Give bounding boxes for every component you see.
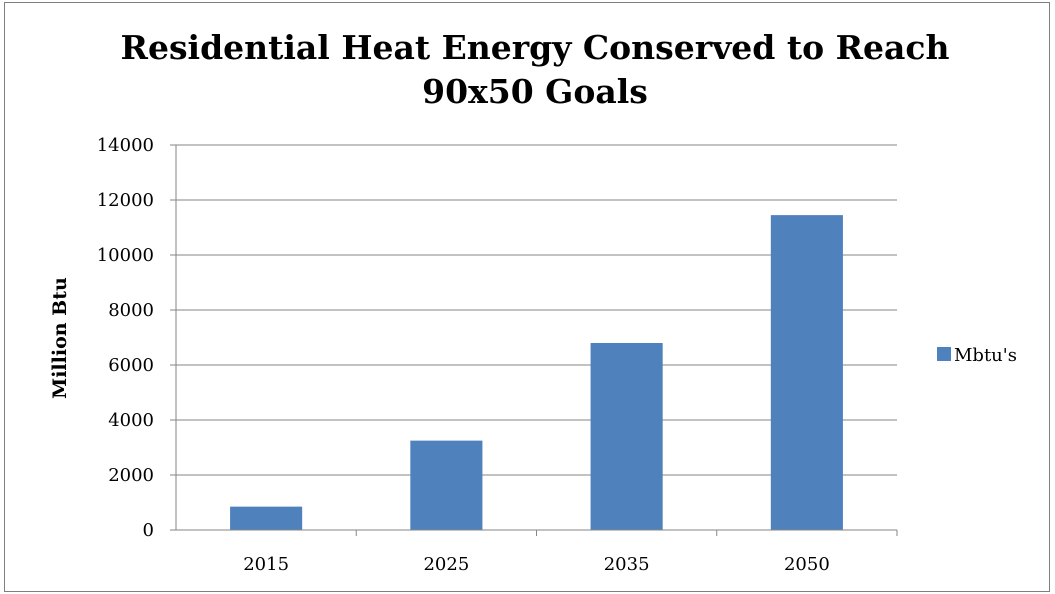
legend-label: Mbtu's bbox=[954, 345, 1017, 366]
y-tick-label: 14000 bbox=[97, 135, 154, 156]
y-tick-label: 6000 bbox=[108, 355, 154, 376]
legend: Mbtu's bbox=[937, 345, 1017, 366]
bars bbox=[230, 215, 843, 530]
axes bbox=[170, 144, 898, 536]
y-axis-label: Million Btu bbox=[49, 277, 71, 399]
bar-2050 bbox=[770, 215, 843, 530]
y-tick-label: 2000 bbox=[108, 465, 154, 486]
x-tick-label: 2015 bbox=[243, 554, 289, 575]
y-tick-label: 12000 bbox=[97, 190, 154, 211]
x-tick-label: 2025 bbox=[423, 554, 469, 575]
chart-title-line-1: Residential Heat Energy Conserved to Rea… bbox=[121, 28, 950, 67]
y-tick-labels: 0 2000 4000 6000 8000 10000 12000 14000 bbox=[97, 135, 154, 541]
bar-2025 bbox=[410, 440, 483, 530]
y-tick-label: 8000 bbox=[108, 300, 154, 321]
x-tick-labels: 2015 2025 2035 2050 bbox=[243, 554, 830, 575]
y-tick-label: 4000 bbox=[108, 410, 154, 431]
legend-swatch bbox=[937, 347, 951, 361]
y-tick-label: 0 bbox=[143, 520, 154, 541]
y-tick-label: 10000 bbox=[97, 245, 154, 266]
chart-title: Residential Heat Energy Conserved to Rea… bbox=[121, 28, 950, 111]
chart-title-line-2: 90x50 Goals bbox=[422, 72, 648, 111]
bar-2015 bbox=[230, 506, 303, 530]
x-tick-label: 2050 bbox=[784, 554, 830, 575]
bar-2035 bbox=[590, 343, 663, 530]
x-tick-label: 2035 bbox=[604, 554, 650, 575]
chart-frame bbox=[4, 2, 1050, 592]
